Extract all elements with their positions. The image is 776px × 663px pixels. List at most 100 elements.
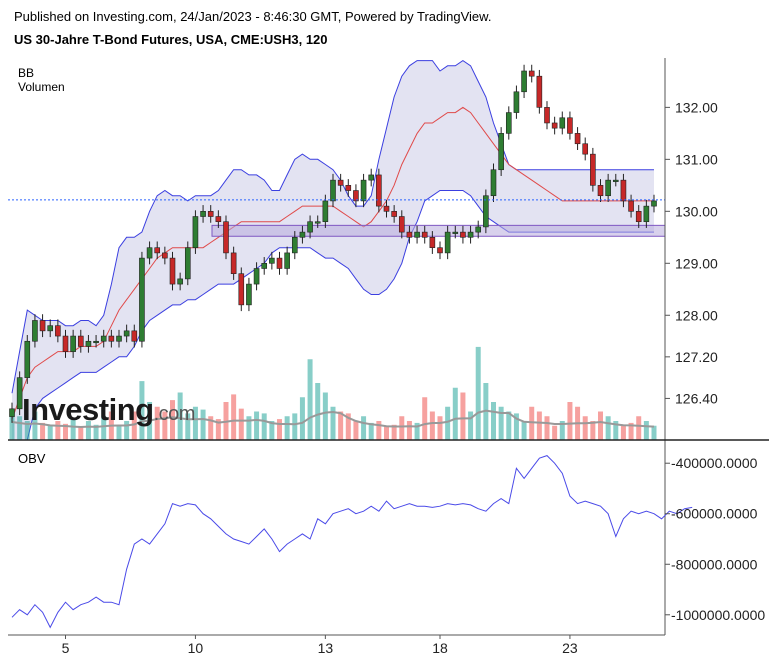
candle-body bbox=[162, 252, 168, 259]
volume-bar bbox=[261, 413, 267, 440]
candle-body bbox=[444, 231, 451, 254]
candle-body bbox=[421, 231, 428, 238]
volume-bar bbox=[55, 421, 61, 440]
volume-bar bbox=[468, 411, 474, 440]
volume-ma-line bbox=[11, 409, 655, 429]
volume-bar bbox=[498, 406, 504, 440]
volume-bar bbox=[47, 425, 53, 440]
candle-body bbox=[398, 216, 405, 233]
candle-body bbox=[116, 335, 122, 342]
volume-bar bbox=[124, 421, 130, 440]
candle-body bbox=[261, 262, 268, 269]
candle-body bbox=[62, 335, 69, 352]
candle-body bbox=[238, 273, 245, 306]
volume-bar bbox=[567, 402, 573, 440]
volume-bar bbox=[536, 411, 542, 440]
x-tick-label: 10 bbox=[188, 640, 204, 656]
candle-body bbox=[269, 257, 275, 264]
volume-bar bbox=[384, 425, 389, 440]
candle-body bbox=[246, 283, 252, 306]
volume-bar bbox=[613, 421, 619, 440]
candle-body bbox=[131, 330, 138, 342]
volume-bar bbox=[552, 425, 558, 440]
candle-body bbox=[483, 195, 489, 228]
candle-body bbox=[612, 179, 619, 182]
volume-bar bbox=[406, 421, 412, 440]
candle-body bbox=[330, 179, 336, 202]
volume-bar bbox=[605, 416, 611, 440]
candle-body bbox=[651, 200, 657, 207]
candle-body bbox=[276, 257, 283, 269]
support-zone bbox=[211, 224, 665, 237]
volume-bar bbox=[636, 416, 642, 440]
candle-body bbox=[223, 221, 229, 254]
candle-body bbox=[24, 340, 31, 378]
volume-bar bbox=[445, 406, 451, 440]
candle-body bbox=[544, 107, 550, 124]
volume-bar bbox=[269, 421, 275, 440]
candle-body bbox=[635, 211, 642, 223]
legend-volume: Volumen bbox=[18, 80, 65, 94]
volume-bar bbox=[361, 416, 367, 440]
volume-bar bbox=[116, 425, 122, 440]
x-tick-label: 13 bbox=[318, 640, 334, 656]
candle-body bbox=[192, 216, 199, 249]
volume-bar bbox=[170, 400, 175, 440]
candle-body bbox=[215, 216, 222, 223]
volume-bar bbox=[40, 422, 46, 440]
x-tick-label: 18 bbox=[432, 640, 448, 656]
volume-bar bbox=[345, 413, 351, 440]
volume-bar bbox=[330, 406, 336, 440]
candle-body bbox=[184, 247, 191, 280]
volume-bar bbox=[9, 411, 15, 440]
logo-suffix: .com bbox=[153, 403, 196, 425]
candle-body bbox=[628, 200, 634, 212]
candle-body bbox=[77, 335, 84, 347]
chart-title: US 30-Jahre T-Bond Futures, USA, CME:USH… bbox=[14, 32, 328, 47]
volume-bar bbox=[292, 413, 298, 440]
volume-bar bbox=[460, 392, 466, 440]
volume-bar bbox=[85, 421, 91, 440]
candle-body bbox=[177, 278, 183, 285]
volume-bar bbox=[368, 422, 374, 440]
candle-body bbox=[528, 70, 535, 77]
volume-bar bbox=[475, 346, 481, 440]
candle-body bbox=[100, 335, 107, 342]
volume-bar bbox=[254, 411, 260, 440]
volume-bar bbox=[590, 421, 596, 440]
volume-bar bbox=[322, 392, 328, 440]
volume-bar bbox=[299, 397, 305, 440]
obv-tick-label: -1000000.0000 bbox=[671, 607, 765, 623]
candle-body bbox=[85, 340, 92, 347]
volume-bar bbox=[353, 421, 359, 440]
price-plot bbox=[9, 59, 665, 440]
candle-body bbox=[123, 330, 130, 337]
volume-bar bbox=[582, 416, 588, 440]
candle-body bbox=[536, 75, 543, 108]
candle-body bbox=[207, 211, 214, 217]
candle-body bbox=[383, 205, 390, 212]
candle-body bbox=[391, 211, 397, 217]
y-tick-label: 128.00 bbox=[675, 307, 718, 323]
candle-body bbox=[414, 231, 420, 238]
candle-body bbox=[429, 237, 436, 249]
volume-bar bbox=[177, 392, 183, 440]
candle-body bbox=[93, 340, 99, 344]
volume-bar bbox=[544, 416, 550, 440]
candle-body bbox=[376, 174, 382, 207]
volume-bar bbox=[78, 426, 84, 440]
volume-bar bbox=[131, 411, 137, 440]
volume-bar bbox=[620, 425, 626, 440]
x-tick-label: 5 bbox=[62, 640, 70, 656]
legend-bb: BB bbox=[18, 66, 35, 80]
candle-body bbox=[169, 257, 176, 285]
volume-bar bbox=[437, 416, 443, 440]
volume-bar bbox=[93, 424, 99, 440]
y-tick-label: 127.20 bbox=[675, 349, 718, 365]
y-tick-label: 126.40 bbox=[675, 390, 718, 406]
obv-line bbox=[11, 455, 693, 629]
candle-body bbox=[505, 112, 512, 134]
candle-body bbox=[291, 237, 298, 254]
candle-body bbox=[467, 231, 474, 238]
